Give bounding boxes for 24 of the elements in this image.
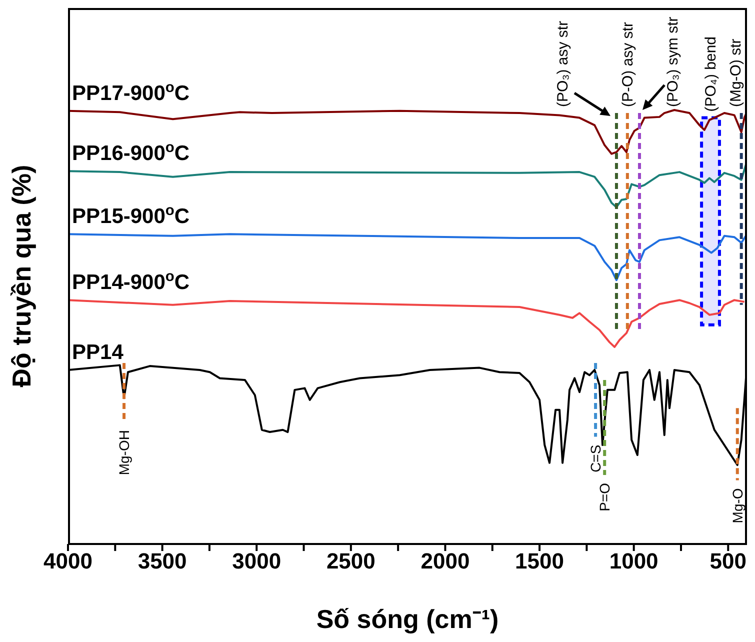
x-axis-title: Số sóng (cm⁻¹) [316, 604, 499, 634]
series-label: PP15-900$^{o}$C [72, 203, 190, 228]
series-label: PP14-900$^{o}$C [72, 269, 190, 294]
band-label: (PO₄) bend [702, 36, 720, 112]
ref-line-label: Mg-O [729, 488, 746, 524]
x-tick-label: 3500 [138, 548, 187, 574]
text: (PO₃) sym str [664, 16, 682, 108]
ref-line-label: (P-O) asy str [619, 22, 636, 108]
y-axis-title: Độ truyền qua (%) [6, 164, 38, 388]
x-tick-label: 500 [710, 548, 746, 574]
x-tick-label: 4000 [44, 548, 92, 574]
series-label: PP16-900$^{o}$C [72, 140, 190, 166]
x-tick-label: 1500 [515, 548, 564, 574]
series-label: PP14 [72, 340, 124, 364]
series-label: PP17-900$^{o}$C [72, 80, 190, 105]
x-tick-label: 2000 [420, 548, 470, 574]
ref-line-label: P=O [596, 482, 613, 512]
x-tick-label: 1000 [609, 548, 658, 574]
ref-line-label: C=S [588, 444, 604, 472]
x-tick-label: 3000 [232, 548, 282, 574]
ref-line-label: Mg-OH [116, 430, 132, 476]
x-tick-label: 2500 [326, 548, 376, 574]
text: (PO₃) asy str [554, 20, 572, 108]
ref-line-label: (Mg-O) str [727, 38, 744, 108]
